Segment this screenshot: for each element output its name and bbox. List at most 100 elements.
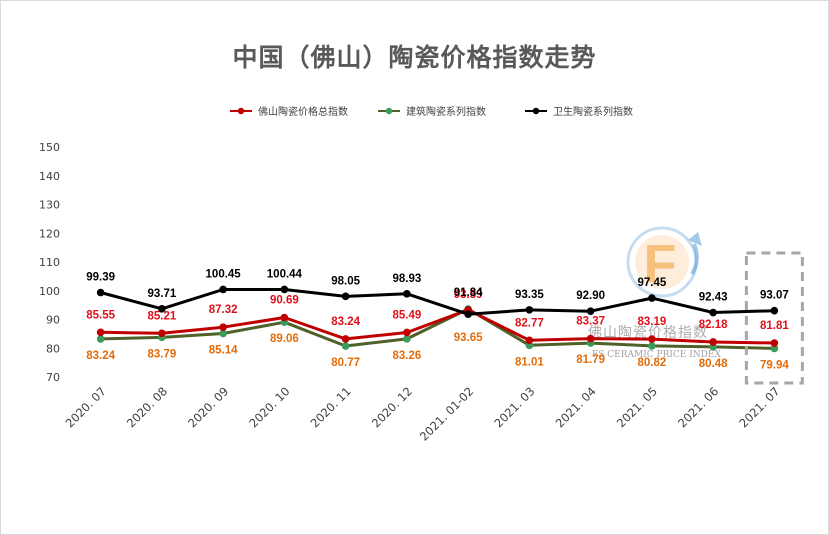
data-label: 92.90 [576,290,605,302]
legend: 佛山陶瓷价格总指数 建筑陶瓷系列指数 卫生陶瓷系列指数 [230,105,633,118]
y-tick-label: 130 [39,199,60,212]
x-tick-label: 2020. 10 [246,384,292,430]
x-tick-label: 2020. 09 [185,384,231,430]
x-tick-label: 2021. 05 [614,384,660,430]
data-point [219,323,227,332]
y-tick-label: 140 [39,170,60,183]
data-label: 83.24 [331,316,360,328]
data-label: 98.93 [392,273,421,285]
data-label: 93.35 [515,289,544,301]
y-tick-label: 100 [39,285,60,298]
data-point [648,335,656,343]
data-point [770,344,779,353]
data-label: 93.07 [760,290,789,302]
data-point [219,285,227,294]
data-point [586,334,595,343]
legend-marker [237,107,245,115]
x-tick-label: 2021. 07 [736,384,782,430]
series-line [100,308,775,345]
data-point [403,290,411,298]
data-label: 80.82 [637,357,666,369]
highlight-layer [744,251,804,385]
data-label: 85.55 [86,309,115,321]
data-label: 100.45 [206,268,242,280]
data-label: 98.05 [331,275,360,287]
x-axis: 2020. 07 2020. 08 2020. 09 2020. 10 2020. 11… [63,384,783,443]
x-tick-label: 2021. 03 [491,384,537,430]
legend-marker [532,107,540,115]
data-label: 82.77 [515,317,544,329]
data-point [341,335,350,343]
y-tick-label: 110 [39,256,60,269]
data-label: 83.19 [637,316,666,328]
chart-title: 中国（佛山）陶瓷价格指数走势 [232,43,597,72]
x-tick-label: 2021. 06 [675,384,721,430]
data-label: 81.79 [576,354,605,366]
data-label: 81.81 [760,320,789,332]
logo-arrow-head [688,232,702,246]
data-point [525,306,534,314]
watermark-text: 佛山陶瓷价格指数 [588,325,708,341]
data-point [341,292,350,301]
x-tick-label: 2021. 01-02 [417,384,476,443]
data-label: 83.79 [147,348,176,360]
data-point [158,305,166,313]
data-label: 79.94 [760,359,789,371]
highlight-box [744,251,804,385]
data-label: 85.49 [392,309,421,321]
series-line [100,307,775,350]
data-label: 90.69 [270,295,299,307]
data-point [280,285,289,294]
series-line [100,288,775,316]
data-point [770,339,779,347]
data-point [709,308,717,317]
data-point [96,328,105,337]
legend-label: 建筑陶瓷系列指数 [406,105,486,118]
data-label: 80.48 [699,358,728,370]
data-point [96,335,105,343]
data-label: 99.39 [86,272,115,284]
data-label: 83.24 [86,350,115,362]
watermark-subtext: FS CERAMIC PRICE INDEX [592,350,721,360]
data-point [403,335,411,343]
data-label: 93.39 [454,289,483,301]
y-tick-label: 70 [46,371,60,384]
data-label: 93.71 [147,288,176,300]
data-point [648,342,656,350]
y-tick-label: 150 [39,141,60,154]
data-label: 82.18 [699,319,728,331]
x-tick-label: 2020. 11 [308,384,354,430]
data-label: 85.14 [209,344,238,356]
logo-arrow [690,243,699,276]
logo-letter: F [644,234,677,294]
data-point [648,294,656,302]
data-point [403,328,411,337]
x-tick-label: 2020. 08 [124,384,170,430]
x-tick-label: 2021. 04 [553,384,599,430]
data-label: 87.32 [209,304,238,316]
data-point [770,306,779,315]
legend-marker [385,107,393,115]
data-label: 83.26 [392,350,421,362]
y-tick-label: 90 [46,314,60,327]
data-point [219,329,227,338]
x-tick-label: 2020. 12 [369,384,415,430]
data-point [464,310,472,319]
data-label: 93.65 [454,332,483,344]
data-label: 97.45 [637,277,666,289]
data-label: 85.21 [147,310,176,322]
data-label: 80.77 [331,357,360,369]
data-point [709,338,717,346]
data-point [586,307,595,315]
logo-disc [635,235,689,289]
y-tick-label: 80 [46,342,60,355]
data-label: 91.84 [454,287,483,299]
legend-label: 佛山陶瓷价格总指数 [258,105,348,118]
data-point [158,329,166,338]
data-point [341,342,350,350]
data-point [525,336,534,345]
y-tick-label: 120 [39,227,60,240]
data-label: 100.44 [267,268,303,280]
legend-label: 卫生陶瓷系列指数 [553,105,633,118]
